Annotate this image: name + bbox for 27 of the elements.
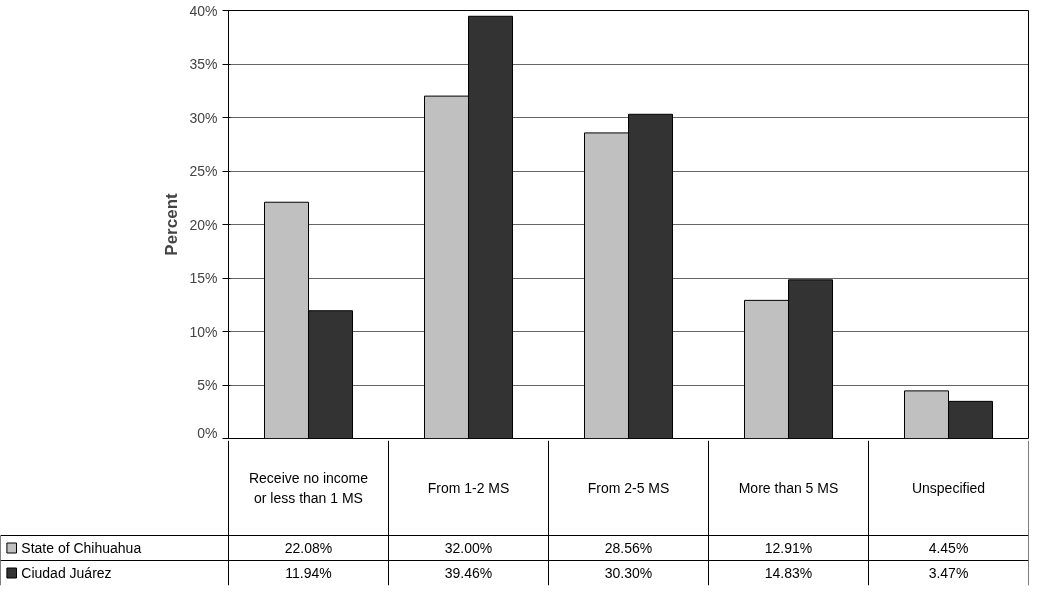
data-label: 28.56% <box>604 540 653 556</box>
x-tick-label: From 2-5 MS <box>587 480 670 496</box>
data-label: 39.46% <box>444 565 493 581</box>
y-tick-label: 5% <box>197 377 218 393</box>
legend-label: State of Chihuahua <box>21 540 142 556</box>
y-tick-label: 30% <box>189 109 218 126</box>
data-label: 3.47% <box>928 565 969 581</box>
y-tick-label: 0% <box>197 424 218 441</box>
y-tick-label: 15% <box>189 270 218 286</box>
y-tick-label: 20% <box>189 216 218 233</box>
data-label: 11.94% <box>285 565 332 581</box>
legend-label: Ciudad Juárez <box>21 565 112 581</box>
data-label: 22.08% <box>284 540 333 556</box>
x-tick-label: Unspecified <box>911 480 986 496</box>
data-label: 30.30% <box>604 565 653 581</box>
y-tick-label: 10% <box>189 323 218 340</box>
x-tick-label: Receive no income or less than 1 MS <box>248 469 369 507</box>
data-label: 12.91% <box>764 540 813 556</box>
y-tick-label: 40% <box>189 2 218 19</box>
data-label: 14.83% <box>764 565 813 581</box>
y-axis-title: Percent <box>162 192 182 256</box>
x-tick-label: More than 5 MS <box>738 480 839 496</box>
y-tick-label: 25% <box>189 163 218 179</box>
x-tick-label: From 1-2 MS <box>427 480 510 496</box>
data-label: 32.00% <box>444 540 493 556</box>
y-tick-label: 35% <box>189 56 218 72</box>
data-label: 4.45% <box>928 540 969 556</box>
